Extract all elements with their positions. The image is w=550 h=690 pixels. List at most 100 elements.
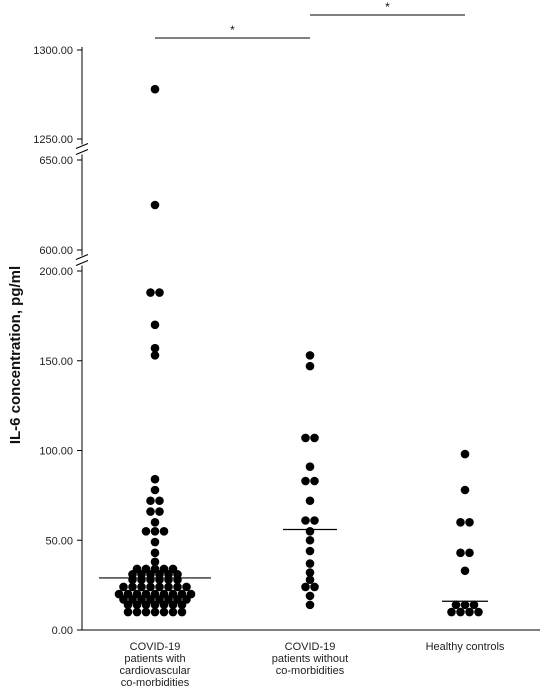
data-point xyxy=(474,607,483,617)
data-point xyxy=(305,351,315,360)
data-point xyxy=(119,582,128,592)
data-point xyxy=(305,361,315,371)
data-point xyxy=(305,600,315,610)
y-tick-label: 1250.00 xyxy=(33,134,73,146)
data-point xyxy=(150,474,160,484)
x-category-label-line: Healthy controls xyxy=(426,641,505,653)
axis-break-slash xyxy=(75,260,89,266)
data-point xyxy=(456,607,465,617)
data-points xyxy=(114,84,483,617)
data-point xyxy=(305,526,315,536)
data-point xyxy=(150,537,160,547)
data-point xyxy=(305,559,315,568)
x-category-label-line: patients with xyxy=(124,653,185,665)
data-point xyxy=(451,600,461,610)
data-point xyxy=(305,546,315,556)
data-point xyxy=(310,582,319,592)
y-ticks: 0.00 50.00 100.00 150.00 200.00 600.00 650.00 1… xyxy=(33,45,82,637)
axis-break-gap xyxy=(76,255,88,266)
data-point xyxy=(168,600,178,610)
data-point xyxy=(159,607,169,617)
data-point xyxy=(150,84,160,94)
data-point xyxy=(137,582,146,592)
significance-marker: * xyxy=(385,0,390,14)
data-point xyxy=(447,607,456,617)
data-point xyxy=(150,607,160,617)
data-point xyxy=(301,476,310,486)
data-point xyxy=(310,516,319,525)
data-point xyxy=(141,526,151,536)
axis-break-slash xyxy=(75,149,89,155)
data-point xyxy=(123,607,133,617)
axis-break-slash xyxy=(75,143,89,149)
x-category-label-line: COVID-19 xyxy=(285,641,336,653)
data-point xyxy=(460,485,470,495)
y-tick-label: 50.00 xyxy=(45,535,73,547)
data-point xyxy=(173,582,182,592)
y-tick-label: 650.00 xyxy=(39,155,73,167)
significance-marker: * xyxy=(230,23,235,37)
data-point xyxy=(150,343,160,353)
x-category-label-line: patients without xyxy=(272,653,348,665)
data-point xyxy=(141,600,151,610)
significance-brackets: ** xyxy=(155,0,465,39)
data-point xyxy=(155,496,164,506)
median-lines xyxy=(99,528,488,602)
data-point xyxy=(305,535,315,545)
data-point xyxy=(146,288,155,297)
data-point xyxy=(182,582,191,592)
y-tick-label: 100.00 xyxy=(39,446,73,458)
data-point xyxy=(150,200,160,210)
data-point xyxy=(159,600,169,610)
data-point xyxy=(305,591,315,601)
x-category-label-line: co-morbidities xyxy=(121,677,190,689)
data-point xyxy=(305,496,315,506)
data-point xyxy=(164,582,173,592)
data-point xyxy=(155,288,164,297)
data-point xyxy=(305,575,315,585)
data-point xyxy=(150,351,160,360)
data-point xyxy=(456,518,465,527)
x-category-labels: COVID-19 patients with cardiovascular co-mo… xyxy=(120,641,505,689)
data-point xyxy=(310,476,319,486)
data-point xyxy=(177,600,187,610)
data-point xyxy=(150,485,160,495)
data-point xyxy=(460,600,470,610)
data-point xyxy=(177,607,187,617)
data-point xyxy=(301,582,310,592)
data-point xyxy=(301,433,310,443)
data-point xyxy=(146,496,155,506)
data-point xyxy=(123,600,133,610)
x-category-label: COVID-19 patients without co-morbidities xyxy=(272,641,348,677)
data-point xyxy=(150,526,160,536)
axis-break-gap xyxy=(76,144,88,155)
data-point xyxy=(150,548,160,558)
data-point xyxy=(310,433,319,443)
data-point xyxy=(150,600,160,610)
data-point xyxy=(465,607,474,617)
data-point xyxy=(465,548,474,558)
axes xyxy=(81,47,540,631)
data-point xyxy=(301,516,310,525)
data-point xyxy=(128,582,137,592)
data-point xyxy=(469,600,479,610)
x-category-label: Healthy controls xyxy=(426,641,505,653)
x-category-label: COVID-19 patients with cardiovascular co-mo… xyxy=(120,641,191,689)
data-point xyxy=(132,607,142,617)
data-point xyxy=(305,568,315,577)
data-point xyxy=(159,526,169,536)
data-point xyxy=(150,320,160,330)
data-point xyxy=(460,449,470,459)
axis-breaks xyxy=(75,143,89,266)
y-tick-label: 0.00 xyxy=(52,625,73,637)
y-tick-label: 150.00 xyxy=(39,356,73,368)
data-point xyxy=(155,507,164,516)
y-tick-label: 200.00 xyxy=(39,266,73,278)
data-point xyxy=(305,462,315,471)
data-point xyxy=(456,548,465,558)
y-tick-label: 1300.00 xyxy=(33,45,73,57)
data-point xyxy=(150,557,160,567)
data-point xyxy=(141,607,151,617)
x-category-label-line: cardiovascular xyxy=(120,665,191,677)
